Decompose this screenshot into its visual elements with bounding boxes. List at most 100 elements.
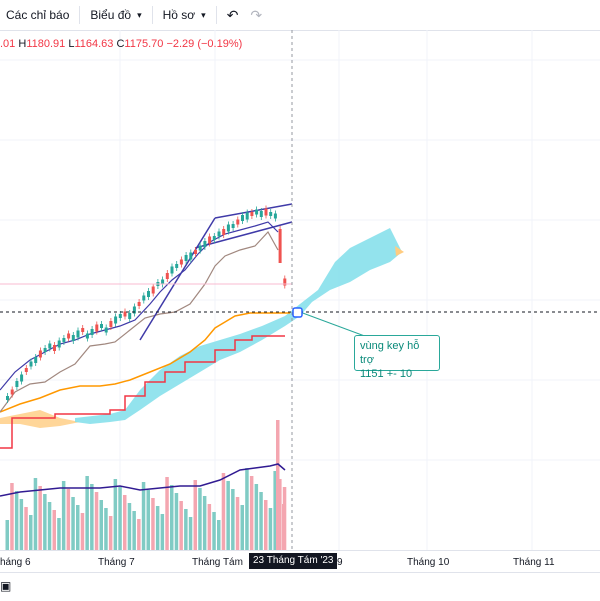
redo-icon: ↷ <box>250 6 263 23</box>
candle-body <box>76 330 80 338</box>
tenkan-line <box>0 312 290 413</box>
volume-bar <box>198 488 202 550</box>
candle-body <box>24 368 28 372</box>
candle-body <box>264 208 268 216</box>
time-tick: 9 <box>337 557 343 568</box>
candle-body <box>259 211 263 217</box>
candle-body <box>34 357 38 363</box>
grid <box>0 30 600 550</box>
candle-body <box>29 361 33 367</box>
chart-menu-label: Biểu đồ <box>90 8 132 22</box>
volume-bar <box>259 492 263 550</box>
volume-bar <box>94 492 99 550</box>
candle-body <box>67 333 71 339</box>
drawing-handle[interactable] <box>292 307 303 318</box>
ichimoku-cloud <box>75 228 402 424</box>
volume-bar <box>268 508 273 550</box>
time-axis[interactable]: háng 6 Tháng 7 Tháng Tám 9 Tháng 10 Thán… <box>0 550 600 573</box>
candle-body <box>217 231 221 237</box>
volume-bar <box>155 506 160 550</box>
candle-body <box>53 345 56 351</box>
volume-bar <box>141 482 146 550</box>
toolbar-divider <box>151 6 153 24</box>
candle-body <box>250 212 254 216</box>
candle-body <box>203 241 207 247</box>
time-tick: háng 6 <box>0 557 31 568</box>
ichimoku-cloud-orange <box>0 410 80 428</box>
volume-bar <box>108 516 113 550</box>
candle-body <box>236 219 240 225</box>
volume-bar <box>10 483 14 550</box>
candle-body <box>38 350 42 358</box>
candle-body <box>283 278 287 286</box>
indicators-button[interactable]: Các chỉ báo <box>0 0 75 30</box>
time-tick: Tháng 10 <box>407 557 450 568</box>
candle-body <box>109 321 113 327</box>
volume-bar <box>123 495 127 550</box>
volume-bar <box>217 520 221 550</box>
volume-bar <box>146 490 150 550</box>
candle-body <box>20 374 24 382</box>
volume-bar <box>170 485 174 550</box>
volume-bar <box>264 500 268 550</box>
redo-button[interactable]: ↷ <box>244 0 268 30</box>
candle-body <box>241 215 244 221</box>
candle-body <box>165 273 169 279</box>
volume-bar <box>193 480 197 550</box>
volume-bar <box>240 505 244 550</box>
toolbar-divider <box>79 6 81 24</box>
annotation-pointer <box>299 311 371 339</box>
candle-body <box>273 213 277 219</box>
candle-body <box>6 396 9 400</box>
volume-bar <box>85 476 89 550</box>
volume-bar <box>254 484 259 550</box>
volume-bar <box>52 510 56 550</box>
ichimoku-cloud-tail <box>395 246 404 256</box>
volume-bar <box>207 504 212 550</box>
candle-body <box>175 264 179 268</box>
volume-bar <box>137 519 141 550</box>
toolbar-divider <box>215 6 217 24</box>
candle-body <box>10 389 14 395</box>
candle-body <box>208 236 212 244</box>
volume-bar <box>57 518 61 550</box>
volume-bar <box>276 420 280 550</box>
volume-bar <box>278 479 282 550</box>
undo-button[interactable]: ↶ <box>221 0 245 30</box>
chart-menu-button[interactable]: Biểu đồ ▾ <box>84 0 147 30</box>
price-chart[interactable] <box>0 30 600 550</box>
volume-bar <box>282 504 286 550</box>
volume-bar <box>80 513 85 550</box>
indicators-label: Các chỉ báo <box>6 8 70 22</box>
ohlc-open: .01 <box>0 38 16 50</box>
candle-body <box>104 327 108 333</box>
volume-bar <box>226 481 230 550</box>
ohlc-close: 1175.70 <box>124 38 164 50</box>
volume-bar <box>174 493 179 550</box>
profile-menu-button[interactable]: Hồ sơ ▾ <box>157 0 212 30</box>
candle-body <box>100 324 103 328</box>
candle-body <box>81 328 85 332</box>
candle-body <box>269 212 273 216</box>
candle-body <box>15 381 19 387</box>
calendar-range-icon[interactable]: ▣ <box>0 579 12 593</box>
profile-menu-label: Hồ sơ <box>162 8 196 22</box>
support-annotation[interactable]: vùng key hỗ trợ 1151 +- 10 <box>354 335 440 380</box>
candle-body <box>255 209 259 215</box>
candle-body <box>90 329 94 335</box>
volume-bar <box>118 487 122 550</box>
volume-bar <box>47 502 52 550</box>
candle-body <box>184 255 188 261</box>
volume-bar <box>184 509 188 550</box>
volume-bar <box>179 501 183 550</box>
time-tick: Tháng Tám <box>192 557 243 568</box>
chikou-line <box>0 230 279 413</box>
volume-bar <box>90 484 94 550</box>
trendline-top <box>214 203 293 219</box>
volume-bar <box>71 497 75 550</box>
ohlc-low-key: L <box>68 38 75 50</box>
volume-bar <box>165 477 169 550</box>
candle-body <box>226 224 230 232</box>
ohlc-legend: .01 H1180.91 L1164.63 C1175.70 −2.29 (−0… <box>0 38 242 50</box>
volume-bar <box>29 515 33 550</box>
